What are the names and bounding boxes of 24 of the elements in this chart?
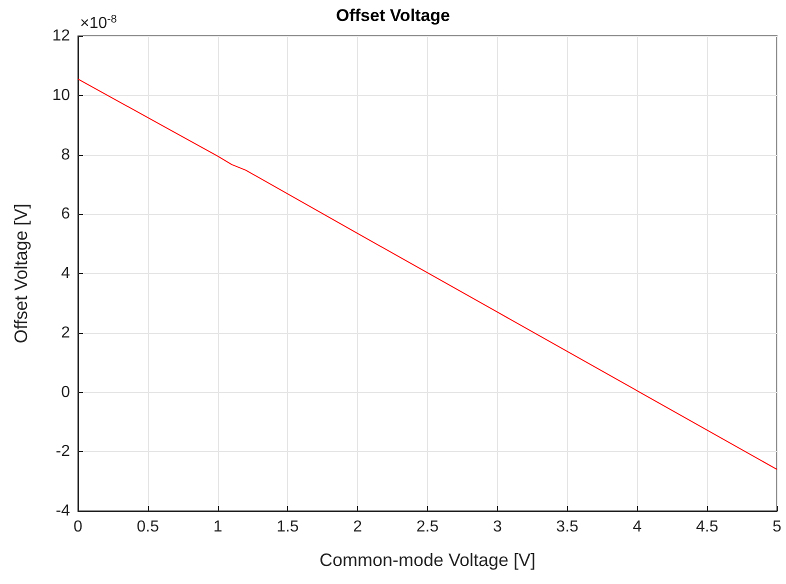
x-tick-label: 1.5	[276, 518, 299, 536]
x-axis-title: Common-mode Voltage [V]	[319, 550, 536, 570]
y-tick-label: -2	[56, 443, 70, 460]
y-tick-label: 8	[61, 146, 70, 164]
line-series	[78, 78, 778, 470]
y-tick-label: 0	[61, 384, 70, 401]
x-tick-label: 0.5	[136, 518, 160, 536]
y-tick-label: 10	[52, 86, 70, 104]
y-axis-title: Offset Voltage [V]	[11, 204, 31, 344]
x-tick-label: 1	[213, 518, 222, 536]
x-tick-label: 4	[632, 518, 642, 536]
x-tick-label: 2.5	[416, 518, 439, 536]
x-tick-label: 3.5	[556, 518, 579, 536]
x-tick-label: 5	[772, 518, 782, 536]
y-tick-label: 2	[61, 324, 70, 342]
y-tick-label: 12	[52, 28, 70, 44]
y-tick-label: 4	[61, 265, 70, 282]
x-tick-label: 2	[353, 518, 362, 536]
chart-title: Offset Voltage	[336, 6, 450, 25]
y-tick-label: -4	[56, 502, 70, 520]
x-tick-label: 3	[492, 518, 502, 536]
x-tick-label: 4.5	[696, 518, 718, 536]
x-tick-label: 0	[74, 518, 83, 536]
y-tick-label: 6	[61, 206, 70, 223]
